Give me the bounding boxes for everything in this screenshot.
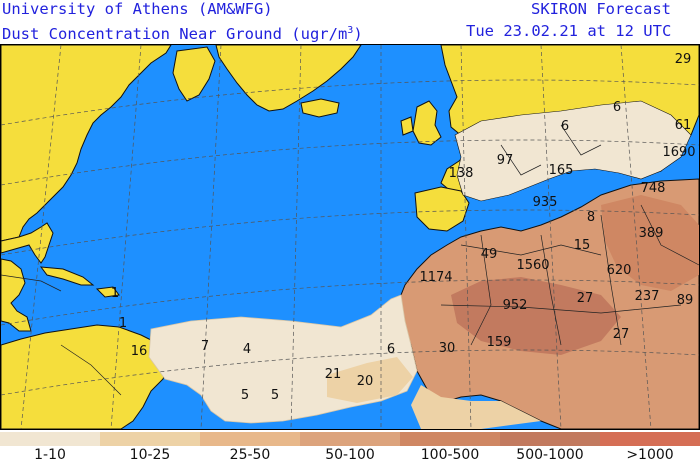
baffin-land xyxy=(172,46,216,102)
legend-label: 25-50 xyxy=(229,447,271,463)
concentration-label: 27 xyxy=(577,291,594,306)
concentration-label: 935 xyxy=(533,195,558,210)
concentration-label: 8 xyxy=(587,210,595,225)
concentration-label: 5 xyxy=(271,388,279,403)
legend-label: 1-10 xyxy=(34,447,66,463)
us-southeast-land xyxy=(1,222,54,264)
concentration-label: 1174 xyxy=(419,270,452,285)
concentration-label: 1 xyxy=(111,286,119,301)
gulf-guinea-dust xyxy=(411,385,541,429)
concentration-label: 748 xyxy=(641,181,666,196)
concentration-label: 1 xyxy=(119,316,127,331)
concentration-label: 620 xyxy=(607,263,632,278)
ireland-land xyxy=(400,116,414,136)
concentration-label: 1690 xyxy=(662,145,695,160)
concentration-label: 237 xyxy=(635,289,660,304)
plume-inner-band xyxy=(327,357,413,403)
concentration-label: 20 xyxy=(357,374,374,389)
cuba-land xyxy=(39,266,95,286)
country-borders xyxy=(1,124,699,396)
east-sahara-dust xyxy=(601,195,699,291)
concentration-label: 6 xyxy=(387,342,395,357)
greenland-land xyxy=(215,45,362,112)
central-america-land xyxy=(1,258,32,332)
concentration-label: 21 xyxy=(325,367,342,382)
concentration-label: 27 xyxy=(613,327,630,342)
variable-text: Dust Concentration Near Ground (ugr/m xyxy=(2,25,348,44)
concentration-label: 15 xyxy=(574,238,591,253)
legend-swatch xyxy=(500,432,600,446)
legend-label: 10-25 xyxy=(129,447,171,463)
legend-swatch xyxy=(400,432,500,446)
concentration-label: 6 xyxy=(613,100,621,115)
europe-dust-haze xyxy=(454,100,692,202)
concentration-label: 89 xyxy=(677,293,694,308)
concentration-label: 6 xyxy=(561,119,569,134)
concentration-label: 29 xyxy=(675,52,692,67)
concentration-label: 16 xyxy=(131,344,148,359)
north-america-land xyxy=(1,45,172,242)
variable-title: Dust Concentration Near Ground (ugr/m3) xyxy=(2,22,363,43)
legend-label: >1000 xyxy=(626,447,674,463)
variable-exponent: 3 xyxy=(347,25,354,36)
legend-swatch xyxy=(0,432,100,446)
hispaniola-land xyxy=(95,286,120,298)
iberia-land xyxy=(414,186,470,232)
concentration-label: 1560 xyxy=(516,258,549,273)
variable-close: ) xyxy=(353,25,363,44)
concentration-label: 165 xyxy=(549,163,574,178)
legend-swatch xyxy=(100,432,200,446)
legend-label: 50-100 xyxy=(325,447,375,463)
concentration-label: 61 xyxy=(675,118,692,133)
britain-land xyxy=(412,100,442,146)
concentration-label: 97 xyxy=(497,153,514,168)
concentration-label: 4 xyxy=(243,342,251,357)
graticule xyxy=(1,45,699,429)
concentration-label: 30 xyxy=(439,341,456,356)
concentration-label: 952 xyxy=(503,298,528,313)
legend-label: 500-1000 xyxy=(516,447,584,463)
legend-swatch xyxy=(200,432,300,446)
iceland-land xyxy=(300,98,340,118)
concentration-label: 7 xyxy=(201,339,209,354)
dust-map: 29 6 61 1690 748 6 97 165 138 935 8 389 49 15 1560 620 1… xyxy=(0,44,700,430)
legend-swatch xyxy=(600,432,700,446)
legend: 1-10 10-25 25-50 50-100 100-500 500-1000 >1000 xyxy=(0,432,700,464)
valid-time: Tue 23.02.21 at 12 UTC xyxy=(466,22,672,40)
concentration-label: 5 xyxy=(241,388,249,403)
concentration-label: 49 xyxy=(481,247,498,262)
concentration-label: 138 xyxy=(449,166,474,181)
legend-swatch xyxy=(300,432,400,446)
concentration-label: 159 xyxy=(487,335,512,350)
legend-label: 100-500 xyxy=(420,447,480,463)
institution-title: University of Athens (AM&WFG) xyxy=(2,0,273,18)
concentration-label: 389 xyxy=(639,226,664,241)
sahara-core-dust xyxy=(451,277,621,355)
product-title: SKIRON Forecast xyxy=(531,0,671,18)
